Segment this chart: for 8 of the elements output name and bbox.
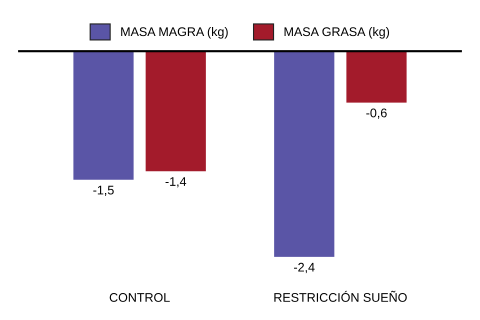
x-tick-label: RESTRICCIÓN SUEÑO — [274, 290, 407, 302]
data-label: -1,5 — [93, 186, 114, 196]
x-tick-label: CONTROL — [110, 293, 170, 302]
legend-label: MASA MAGRA (kg) — [121, 26, 228, 39]
data-label: -0,6 — [366, 108, 387, 119]
legend-label: MASA GRASA (kg) — [284, 26, 390, 39]
data-label: -1,4 — [166, 177, 186, 188]
data-label: -2,4 — [294, 262, 315, 274]
